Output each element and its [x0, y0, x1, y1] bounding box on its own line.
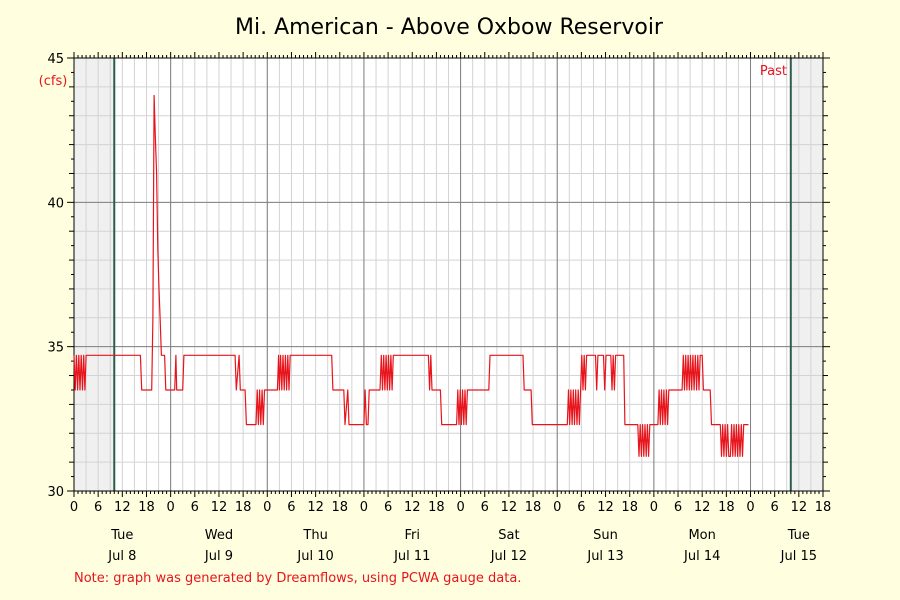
x-tick-label: 6: [287, 500, 295, 515]
x-tick-label: 12: [791, 500, 808, 515]
day-label: Fri: [405, 528, 421, 543]
x-tick-label: 0: [167, 500, 175, 515]
x-tick-label: 12: [114, 500, 131, 515]
x-tick-label: 6: [191, 500, 199, 515]
x-tick-label: 18: [621, 500, 638, 515]
x-tick-label: 18: [332, 500, 349, 515]
date-label: Jul 14: [683, 549, 720, 564]
x-tick-label: 0: [70, 500, 78, 515]
x-tick-label: 6: [674, 500, 682, 515]
date-label: Jul 8: [107, 549, 136, 564]
x-tick-label: 18: [525, 500, 542, 515]
y-tick-label: 45: [47, 52, 64, 67]
flow-series-line: [73, 94, 749, 457]
y-tick-label: 30: [47, 485, 64, 500]
date-label: Jul 12: [490, 549, 527, 564]
x-tick-label: 0: [553, 500, 561, 515]
x-tick-label: 6: [384, 500, 392, 515]
day-label: Sun: [593, 528, 618, 543]
x-tick-label: 12: [694, 500, 711, 515]
date-label: Jul 10: [296, 549, 333, 564]
x-tick-label: 18: [718, 500, 735, 515]
x-tick-label: 0: [456, 500, 464, 515]
shaded-region-right: [790, 58, 823, 491]
date-label: Jul 13: [586, 549, 623, 564]
day-label: Tue: [787, 528, 810, 543]
x-tick-label: 6: [94, 500, 102, 515]
date-label: Jul 15: [780, 549, 817, 564]
x-tick-label: 12: [597, 500, 614, 515]
x-tick-label: 12: [307, 500, 324, 515]
footnote: Note: graph was generated by Dreamflows,…: [74, 571, 521, 586]
x-tick-label: 6: [577, 500, 585, 515]
x-tick-label: 18: [138, 500, 155, 515]
x-tick-label: 6: [481, 500, 489, 515]
day-label: Thu: [302, 528, 327, 543]
plot-area: 30 35 40 45 0 6 12 18 0 6 12 18 0 6 12 18 0 6 12 18 0 6 12 18 0 6…: [47, 52, 831, 564]
date-label: Jul 11: [393, 549, 430, 564]
x-tick-label: 12: [211, 500, 228, 515]
day-label: Wed: [205, 528, 233, 543]
x-tick-label: 18: [235, 500, 252, 515]
x-tick-label: 12: [404, 500, 421, 515]
chart-title: Mi. American - Above Oxbow Reservoir: [235, 15, 664, 40]
day-label: Sat: [498, 528, 519, 543]
x-tick-label: 0: [263, 500, 271, 515]
day-label: Mon: [688, 528, 715, 543]
shaded-region-left: [74, 58, 115, 491]
y-tick-label: 35: [47, 341, 64, 356]
x-tick-label: 18: [428, 500, 445, 515]
day-label: Tue: [110, 528, 133, 543]
x-tick-label: 0: [746, 500, 754, 515]
x-tick-label: 18: [815, 500, 832, 515]
x-tick-label: 12: [501, 500, 518, 515]
x-tick-label: 0: [650, 500, 658, 515]
x-tick-label: 0: [360, 500, 368, 515]
past-label: Past: [760, 64, 787, 79]
date-label: Jul 9: [204, 549, 233, 564]
x-tick-label: 6: [771, 500, 779, 515]
y-axis-label: (cfs): [39, 74, 68, 89]
y-tick-label: 40: [47, 196, 64, 211]
